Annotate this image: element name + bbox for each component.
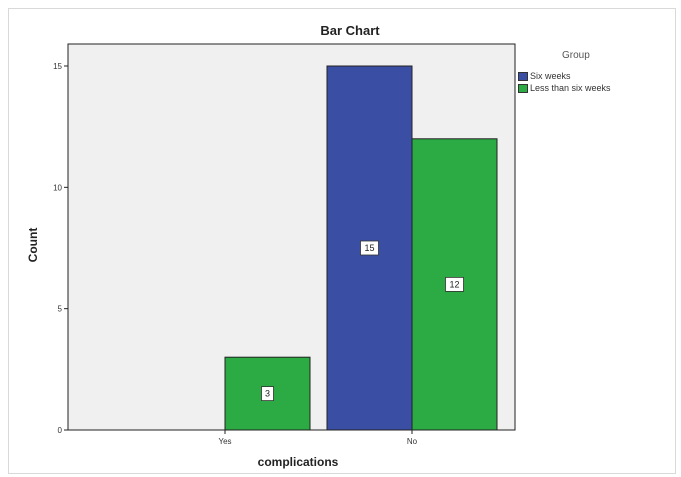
- legend: Group Six weeks Less than six weeks: [518, 50, 611, 94]
- y-tick-label: 5: [58, 305, 63, 314]
- data-label: 12: [449, 279, 459, 289]
- x-axis-ticks: Yes No: [218, 430, 418, 446]
- legend-swatch: [518, 83, 528, 93]
- y-axis-ticks: 0 5 10 15: [53, 62, 68, 435]
- x-tick-label: No: [407, 437, 418, 446]
- chart-title: Bar Chart: [320, 23, 380, 38]
- bars-group: 3 15 12: [224, 65, 498, 431]
- legend-title: Group: [562, 50, 590, 61]
- data-label-box: [261, 386, 274, 402]
- x-tick-label: Yes: [218, 437, 231, 446]
- data-label-box: [360, 240, 379, 256]
- legend-swatch: [518, 71, 528, 81]
- legend-label: Less than six weeks: [530, 83, 611, 93]
- y-tick-label: 15: [53, 62, 62, 71]
- data-label: 3: [265, 389, 270, 399]
- data-label-box: [445, 276, 464, 292]
- data-label: 15: [364, 243, 374, 253]
- y-tick-label: 10: [53, 183, 62, 192]
- y-tick-label: 0: [58, 426, 63, 435]
- legend-item-six-weeks: Six weeks: [518, 70, 611, 82]
- legend-label: Six weeks: [530, 71, 571, 81]
- legend-item-less-than-six-weeks: Less than six weeks: [518, 82, 611, 94]
- x-axis-label: complications: [257, 455, 339, 469]
